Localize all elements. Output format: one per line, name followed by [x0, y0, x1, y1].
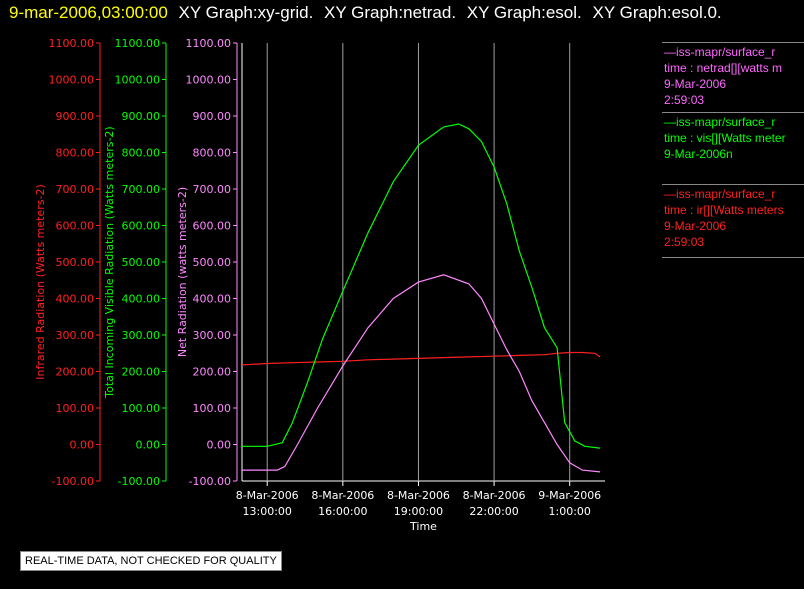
y-tick-label: 1100.00 [115, 37, 161, 50]
y-tick-label: 900.00 [193, 110, 232, 123]
legend-ir-line-4: 2:59:03 [664, 235, 705, 249]
series-line-ir [241, 351, 601, 366]
x-tick-date-label: 8-Mar-2006 [387, 489, 450, 502]
y-tick-label: 600.00 [122, 220, 161, 233]
y-tick-label: 800.00 [56, 147, 95, 160]
y-tick-label: 600.00 [193, 220, 232, 233]
series-line-vis [242, 123, 601, 449]
y-tick-label: 200.00 [122, 366, 161, 379]
legend-netrad-line-2: time : netrad[][watts m [664, 61, 783, 75]
y-tick-label: -100.00 [118, 475, 160, 488]
y-tick-label: 300.00 [56, 329, 95, 342]
timestamp-label: 9-mar-2006,03:00:00 [9, 3, 168, 22]
y-tick-label: 1000.00 [115, 74, 161, 87]
y-tick-label: 200.00 [56, 366, 95, 379]
y-tick-label: 1000.00 [49, 74, 95, 87]
y-tick-label: -100.00 [189, 475, 231, 488]
legend-ir: —iss-mapr/surface_r time : ir[][Watts me… [664, 186, 804, 250]
y-tick-label: 900.00 [122, 110, 161, 123]
legend-netrad-line-4: 2:59:03 [664, 93, 705, 107]
y-tick-label: 400.00 [122, 293, 161, 306]
y-tick-label: 800.00 [122, 147, 161, 160]
y-tick-label: 1000.00 [186, 74, 232, 87]
x-tick-date-label: 8-Mar-2006 [236, 489, 299, 502]
graph-title-esol0[interactable]: XY Graph:esol.0. [592, 3, 722, 22]
x-tick-date-label: 8-Mar-2006 [463, 489, 526, 502]
y-tick-label: 300.00 [193, 329, 232, 342]
x-tick-time-label: 16:00:00 [318, 505, 367, 518]
legend-netrad-line-1: —iss-mapr/surface_r [664, 45, 776, 59]
x-tick-time-label: 1:00:00 [549, 505, 591, 518]
graph-title-esol[interactable]: XY Graph:esol. [466, 3, 582, 22]
legend-vis: —iss-mapr/surface_r time : vis[][Watts m… [664, 114, 804, 162]
y-tick-label: 100.00 [56, 402, 95, 415]
y-tick-label: 100.00 [193, 402, 232, 415]
x-tick-date-label: 9-Mar-2006 [538, 489, 601, 502]
y-tick-label: 600.00 [56, 220, 95, 233]
quality-warning-note: REAL-TIME DATA, NOT CHECKED FOR QUALITY [20, 551, 282, 571]
y-tick-label: 200.00 [193, 366, 232, 379]
legend-netrad-line-3: 9-Mar-2006 [664, 77, 727, 91]
y-tick-label: 500.00 [122, 256, 161, 269]
series-line-netrad [242, 274, 601, 473]
y-tick-label: 0.00 [70, 439, 95, 452]
y-tick-label: 0.00 [207, 439, 232, 452]
legend-vis-line-1: —iss-mapr/surface_r [664, 115, 776, 129]
legend-ir-line-2: time : ir[][Watts meters [664, 203, 784, 217]
y-tick-label: -100.00 [52, 475, 94, 488]
y-tick-label: 700.00 [56, 183, 95, 196]
y-tick-label: 700.00 [122, 183, 161, 196]
graph-title-bar: 9-mar-2006,03:00:00 XY Graph:xy-grid. XY… [9, 3, 722, 23]
y-tick-label: 1100.00 [49, 37, 95, 50]
y-tick-label: 500.00 [193, 256, 232, 269]
y-tick-label: 500.00 [56, 256, 95, 269]
y-tick-label: 400.00 [56, 293, 95, 306]
y-tick-label: 700.00 [193, 183, 232, 196]
legend-separator [662, 184, 804, 185]
y-tick-label: 900.00 [56, 110, 95, 123]
y-tick-label: 0.00 [136, 439, 161, 452]
legend-separator [662, 257, 804, 258]
y-axis-title-1: Total Incoming Visible Radiation (Watts … [103, 126, 116, 398]
y-tick-label: 100.00 [122, 402, 161, 415]
legend-separator [662, 112, 804, 113]
y-tick-label: 400.00 [193, 293, 232, 306]
x-tick-date-label: 8-Mar-2006 [311, 489, 374, 502]
graph-title-xy-grid[interactable]: XY Graph:xy-grid. [178, 3, 314, 22]
legend-separator [662, 42, 804, 43]
y-axis-title-0: Infrared Radiation (Watts meters-2) [34, 184, 47, 380]
legend-ir-line-3: 9-Mar-2006 [664, 219, 727, 233]
x-tick-time-label: 19:00:00 [394, 505, 443, 518]
y-tick-label: 800.00 [193, 147, 232, 160]
y-tick-label: 300.00 [122, 329, 161, 342]
legend-vis-line-3: 9-Mar-2006n [664, 147, 733, 161]
x-tick-time-label: 22:00:00 [469, 505, 518, 518]
graph-title-netrad[interactable]: XY Graph:netrad. [324, 3, 457, 22]
x-tick-time-label: 13:00:00 [243, 505, 292, 518]
legend-vis-line-2: time : vis[][Watts meter [664, 131, 786, 145]
y-tick-label: 1100.00 [186, 37, 232, 50]
legend-ir-line-1: —iss-mapr/surface_r [664, 187, 776, 201]
x-axis-title: Time [409, 520, 437, 533]
legend-netrad: —iss-mapr/surface_r time : netrad[][watt… [664, 44, 804, 108]
y-axis-title-2: Net Radiation (watts meters-2) [176, 187, 189, 357]
